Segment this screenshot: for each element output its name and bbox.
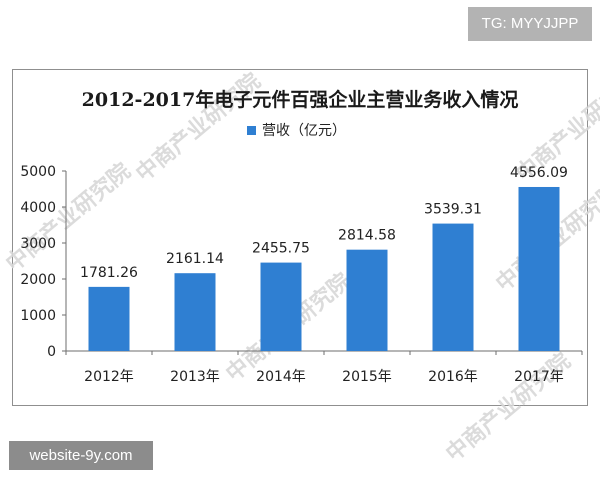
bar-value-label: 3539.31: [424, 202, 482, 218]
chart-bars: [88, 186, 560, 351]
bar: [432, 223, 474, 351]
legend-label: 营收（亿元）: [262, 123, 346, 139]
bar-value-label: 1781.26: [80, 265, 138, 281]
bar: [260, 262, 302, 351]
y-tick-label: 3000: [20, 236, 56, 252]
bar: [346, 249, 388, 351]
chart-labels: 1781.26 2012年 2161.14 2013年 2455.75 2014年 2814…: [80, 165, 568, 385]
bar-value-label: 2161.14: [166, 251, 224, 267]
y-tick-label: 2000: [20, 272, 56, 288]
x-tick-label: 2017年: [514, 369, 564, 385]
bar: [518, 186, 560, 351]
bar: [88, 286, 130, 351]
x-tick-label: 2014年: [256, 369, 306, 385]
bar-value-label: 2455.75: [252, 241, 310, 257]
x-tick-label: 2012年: [84, 369, 134, 385]
top-watermark-tag: TG: MYYJJPP: [468, 7, 592, 41]
bottom-watermark-tag: website-9y.com: [9, 441, 153, 470]
x-tick-label: 2015年: [342, 369, 392, 385]
x-tick-label: 2013年: [170, 369, 220, 385]
y-tick-label: 5000: [20, 164, 56, 180]
chart-axes: 0 1000 2000 3000 4000 5000: [20, 164, 583, 360]
bar-value-label: 4556.09: [510, 165, 568, 181]
bar-value-label: 2814.58: [338, 228, 396, 244]
legend-swatch: [247, 125, 256, 135]
y-tick-label: 4000: [20, 200, 56, 216]
y-tick-label: 0: [47, 344, 56, 360]
x-tick-label: 2016年: [428, 369, 478, 385]
bar: [174, 273, 216, 351]
chart-title: 2012-2017年电子元件百强企业主营业务收入情况: [81, 89, 519, 111]
y-tick-label: 1000: [20, 308, 56, 324]
chart-legend: 营收（亿元）: [247, 121, 346, 139]
